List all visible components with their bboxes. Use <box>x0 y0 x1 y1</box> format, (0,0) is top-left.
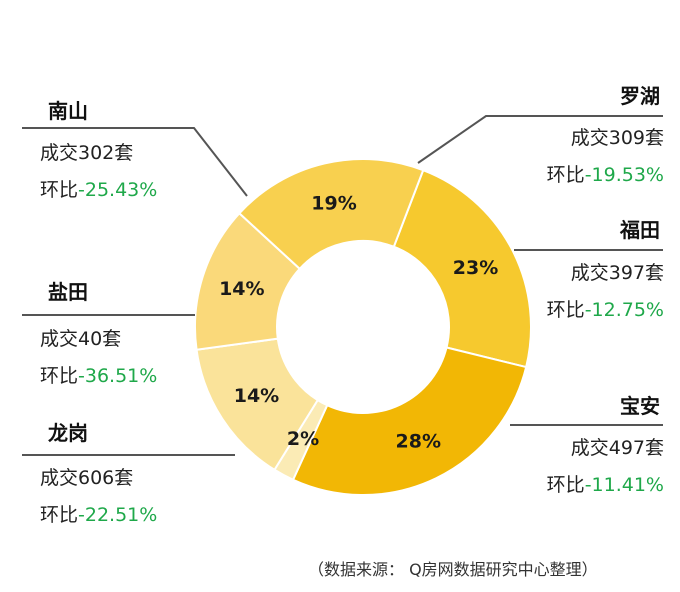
leader-lines <box>22 115 663 456</box>
slice-label-5: 19% <box>311 192 356 214</box>
mom-value-futian: -12.75% <box>584 299 664 321</box>
district-name-futian: 福田 <box>620 218 660 242</box>
mom-value-yantian: -36.51% <box>78 365 158 387</box>
mom-luohu: 环比-19.53% <box>547 160 664 187</box>
mom-prefix-baoan: 环比 <box>546 474 585 496</box>
deals-luohu: 成交309套 <box>570 127 664 149</box>
mom-prefix-luohu: 环比 <box>546 164 585 186</box>
mom-longgang: 环比-22.51% <box>40 500 157 527</box>
mom-prefix-longgang: 环比 <box>40 504 79 526</box>
slice-label-3: 14% <box>234 385 279 407</box>
slice-label-0: 23% <box>453 257 498 279</box>
donut-slice-5 <box>237 158 425 271</box>
leader-line-nanshan <box>22 127 248 197</box>
mom-prefix-nanshan: 环比 <box>40 179 79 201</box>
mom-value-nanshan: -25.43% <box>78 179 158 201</box>
donut-slice-1 <box>291 346 528 496</box>
mom-nanshan: 环比-25.43% <box>40 175 157 202</box>
district-name-nanshan: 南山 <box>48 99 88 123</box>
source-note: （数据来源： Q房网数据研究中心整理） <box>308 560 598 579</box>
mom-value-longgang: -22.51% <box>78 504 158 526</box>
slice-label-4: 14% <box>219 278 264 300</box>
mom-value-luohu: -19.53% <box>584 164 664 186</box>
mom-baoan: 环比-11.41% <box>547 470 664 497</box>
donut-slices <box>194 158 532 496</box>
leader-line-luohu <box>417 115 663 164</box>
donut-slice-0 <box>392 168 532 369</box>
slice-label-1: 28% <box>396 430 441 452</box>
deals-nanshan: 成交302套 <box>40 142 134 164</box>
district-name-luohu: 罗湖 <box>620 84 660 108</box>
slice-labels: 23% 28% 2% 14% 14% 19% <box>219 192 498 452</box>
slice-label-2: 2% <box>287 428 319 450</box>
district-name-yantian: 盐田 <box>48 280 88 304</box>
deals-baoan: 成交497套 <box>570 437 664 459</box>
mom-prefix-yantian: 环比 <box>40 365 79 387</box>
deals-longgang: 成交606套 <box>40 467 134 489</box>
deals-futian: 成交397套 <box>570 262 664 284</box>
mom-prefix-futian: 环比 <box>546 299 585 321</box>
district-name-longgang: 龙岗 <box>48 421 88 445</box>
mom-value-baoan: -11.41% <box>584 474 664 496</box>
mom-futian: 环比-12.75% <box>547 295 664 322</box>
district-name-baoan: 宝安 <box>620 394 660 418</box>
mom-yantian: 环比-36.51% <box>40 361 157 388</box>
deals-yantian: 成交40套 <box>40 328 122 350</box>
